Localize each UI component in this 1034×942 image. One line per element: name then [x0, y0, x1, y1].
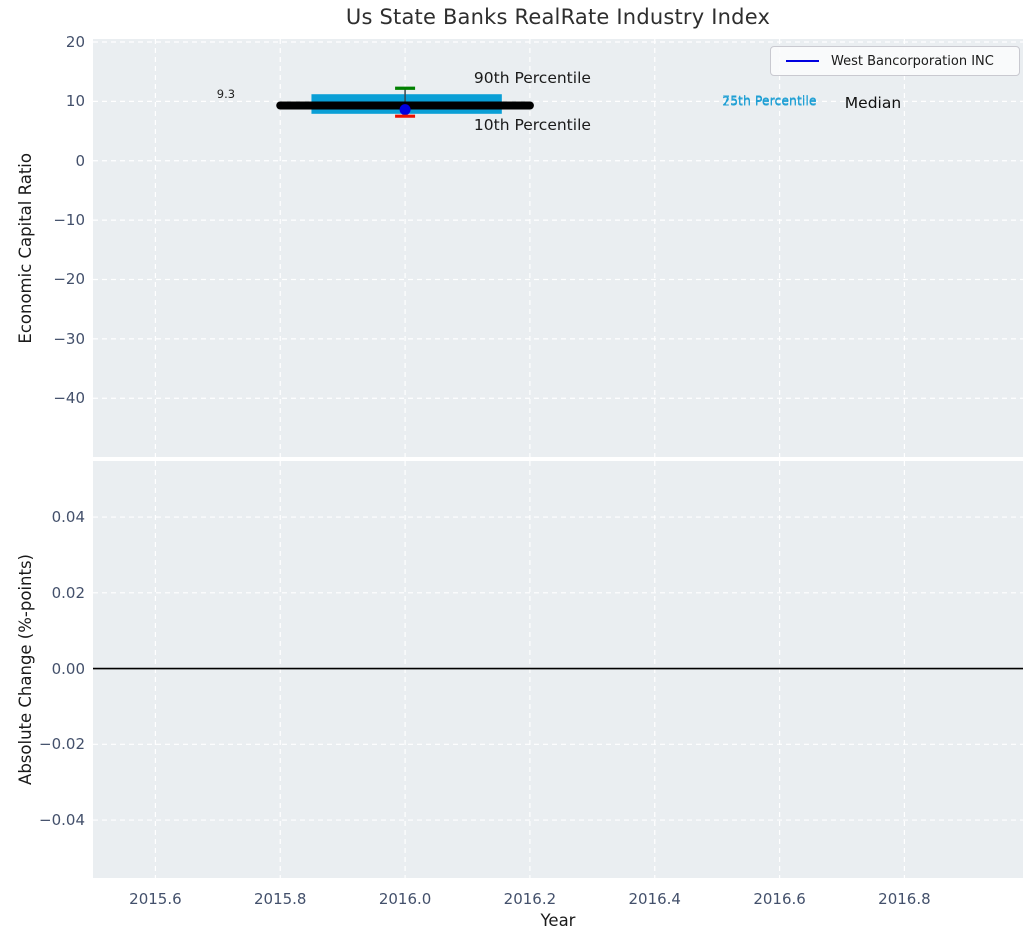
axes-bottom-background: [93, 461, 1023, 878]
legend: West Bancorporation INC: [770, 46, 1020, 76]
x-axis-label: Year: [540, 911, 576, 930]
axes-top-background: [93, 39, 1023, 457]
company-marker: [399, 104, 411, 116]
chart-title: Us State Banks RealRate Industry Index: [345, 5, 771, 29]
y-axis-label-top-wrap: Economic Capital Ratio: [8, 39, 42, 457]
y-axis-label-bottom-wrap: Absolute Change (%-points): [8, 461, 42, 878]
y-axis-label-top: Economic Capital Ratio: [15, 152, 35, 344]
y-axis-label-bottom: Absolute Change (%-points): [15, 554, 35, 785]
legend-line-sample: [786, 60, 819, 62]
legend-label: West Bancorporation INC: [831, 53, 994, 69]
